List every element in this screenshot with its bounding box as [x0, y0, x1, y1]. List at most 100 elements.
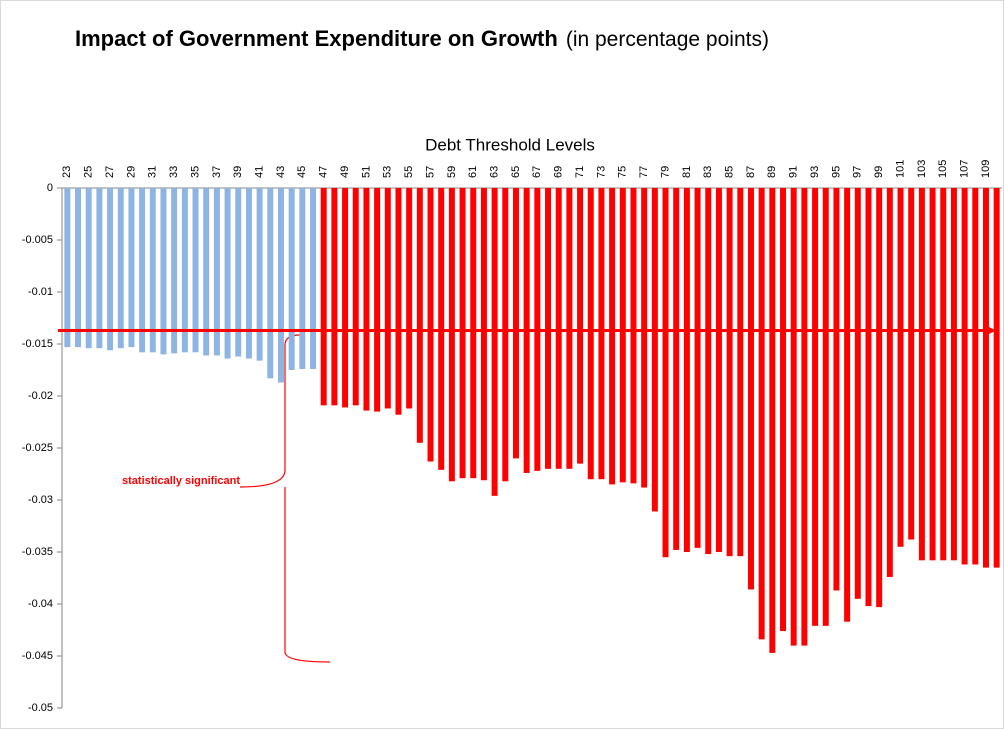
bar [705, 188, 712, 555]
x-tick-label: 77 [638, 166, 650, 178]
x-tick-label: 51 [360, 166, 372, 178]
x-tick-label: 33 [168, 166, 180, 178]
bar [662, 188, 669, 558]
bar [886, 188, 893, 577]
x-tick-label: 73 [595, 166, 607, 178]
bar [427, 188, 434, 462]
bar [203, 188, 210, 356]
bar [897, 188, 904, 547]
bar [961, 188, 968, 565]
bar [833, 188, 840, 591]
bar [844, 188, 851, 622]
x-tick-label: 97 [852, 166, 864, 178]
bar [972, 188, 979, 565]
bar [545, 188, 552, 469]
bar [75, 188, 82, 348]
bar [822, 188, 829, 626]
x-tick-label: 23 [61, 166, 73, 178]
bar [406, 188, 413, 409]
bar [673, 188, 680, 550]
bar [641, 188, 648, 488]
bar [747, 188, 754, 590]
x-tick-label: 71 [574, 166, 586, 178]
x-tick-label: 75 [617, 166, 629, 178]
x-tick-label: 103 [916, 160, 928, 178]
bar [192, 188, 199, 353]
x-tick-label: 25 [83, 166, 95, 178]
bar [512, 188, 519, 459]
bar [715, 188, 722, 552]
y-tick-label: -0.035 [22, 546, 53, 558]
x-tick-label: 31 [147, 166, 159, 178]
bar [758, 188, 765, 640]
y-tick-label: -0.05 [28, 702, 53, 714]
x-tick-label: 49 [339, 166, 351, 178]
x-tick-label: 105 [937, 160, 949, 178]
bar [683, 188, 690, 552]
bar [780, 188, 787, 632]
bar [149, 188, 156, 353]
bar [929, 188, 936, 561]
bar [459, 188, 466, 479]
bar [245, 188, 252, 359]
y-tick-label: -0.03 [28, 494, 53, 506]
bar [619, 188, 626, 483]
subtitle: (in percentage points) [566, 28, 769, 51]
annotation: statistically significant [122, 475, 240, 487]
bar [277, 188, 284, 383]
bar [267, 188, 274, 379]
title: Impact of Government Expenditure on Grow… [75, 26, 558, 51]
bar [96, 188, 103, 349]
bar [865, 188, 872, 607]
x-tick-label: 79 [659, 166, 671, 178]
bar [331, 188, 338, 406]
x-tick-label: 27 [104, 166, 116, 178]
bar [107, 188, 114, 351]
x-tick-label: 83 [702, 166, 714, 178]
x-tick-label: 95 [830, 166, 842, 178]
x-tick-label: 85 [724, 166, 736, 178]
y-tick-label: -0.045 [22, 650, 53, 662]
bar [480, 188, 487, 481]
bar [139, 188, 146, 353]
bar [342, 188, 349, 408]
bar [310, 188, 317, 369]
bar [854, 188, 861, 599]
bar [651, 188, 658, 512]
bar [256, 188, 263, 361]
bar [876, 188, 883, 608]
x-tick-label: 53 [382, 166, 394, 178]
bar [918, 188, 925, 561]
bar [630, 188, 637, 484]
bar [160, 188, 167, 355]
bar [384, 188, 391, 409]
bar [769, 188, 776, 653]
x-tick-label: 59 [446, 166, 458, 178]
bar [85, 188, 92, 349]
bar [181, 188, 188, 353]
x-tick-label: 29 [125, 166, 137, 178]
x-tick-label: 39 [232, 166, 244, 178]
x-tick-label: 109 [980, 160, 992, 178]
bar [224, 188, 231, 359]
bar [555, 188, 562, 469]
x-tick-label: 93 [809, 166, 821, 178]
x-tick-label: 47 [318, 166, 330, 178]
bar [470, 188, 477, 479]
x-tick-label: 41 [254, 166, 266, 178]
bar [299, 188, 306, 369]
bar [213, 188, 220, 356]
y-tick-label: -0.015 [22, 338, 53, 350]
bar [502, 188, 509, 482]
x-tick-label: 35 [189, 166, 201, 178]
bar [374, 188, 381, 412]
bar [812, 188, 819, 626]
bar [598, 188, 605, 480]
x-tick-label: 37 [211, 166, 223, 178]
bar [288, 188, 295, 370]
reference-arrowhead [984, 324, 996, 337]
x-tick-label: 87 [745, 166, 757, 178]
y-tick-label: -0.01 [28, 286, 53, 298]
